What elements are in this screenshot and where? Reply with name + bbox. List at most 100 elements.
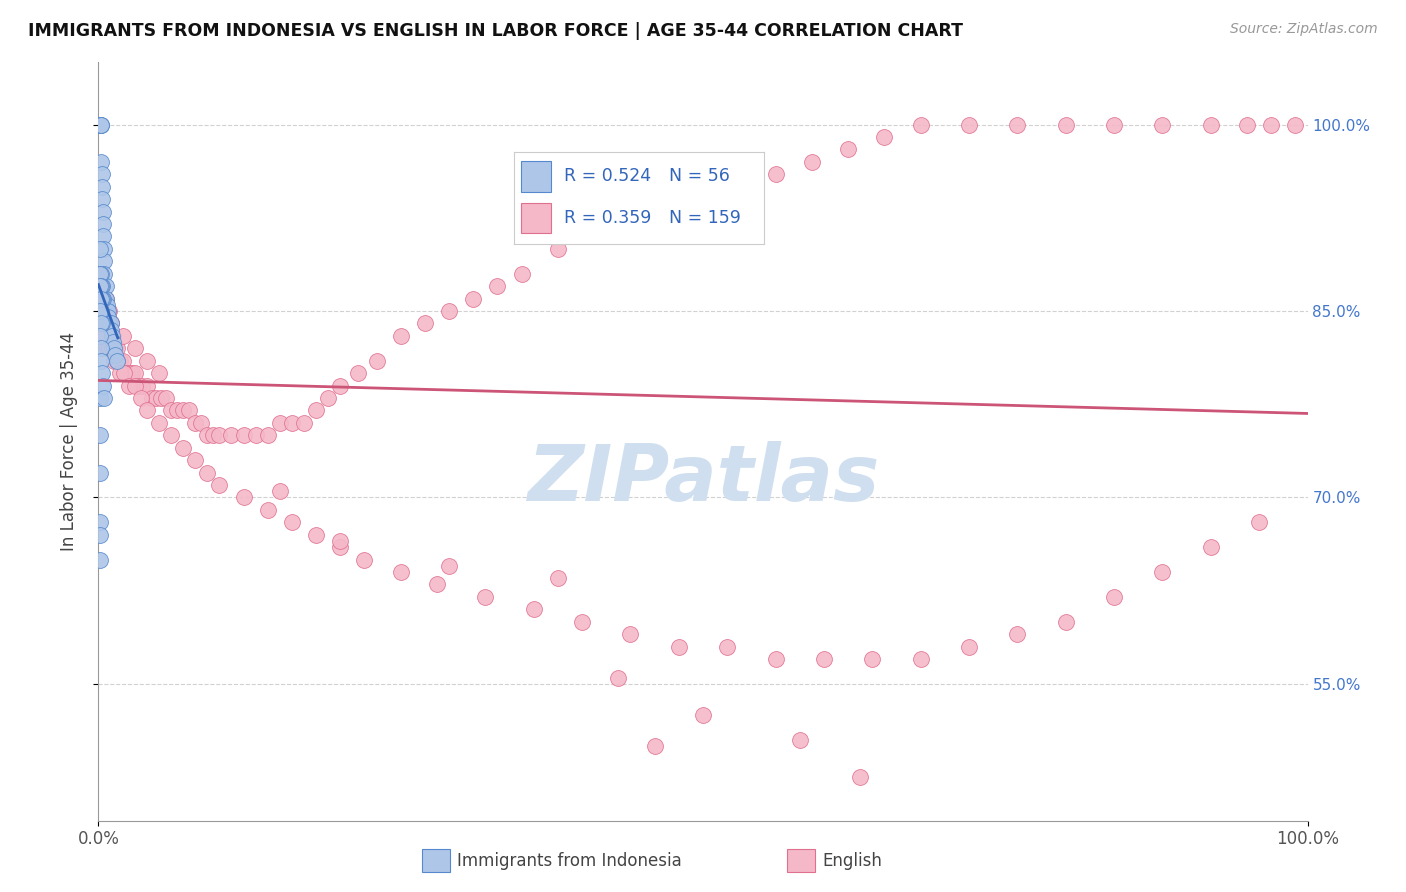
Point bbox=[118, 378, 141, 392]
Point bbox=[366, 353, 388, 368]
Point bbox=[668, 640, 690, 654]
Point bbox=[89, 118, 111, 132]
Point bbox=[155, 391, 177, 405]
Point bbox=[90, 353, 112, 368]
Point bbox=[523, 602, 546, 616]
Point bbox=[89, 267, 111, 281]
Point bbox=[124, 341, 146, 355]
Point bbox=[90, 279, 112, 293]
Point bbox=[91, 317, 114, 331]
Point bbox=[90, 304, 112, 318]
Point bbox=[105, 341, 128, 355]
Point bbox=[100, 317, 122, 331]
Point bbox=[97, 304, 120, 318]
Point bbox=[141, 391, 163, 405]
Point bbox=[90, 118, 112, 132]
Point bbox=[957, 118, 980, 132]
Point bbox=[97, 304, 120, 318]
Point bbox=[329, 540, 352, 554]
Point bbox=[89, 118, 111, 132]
Point bbox=[90, 317, 112, 331]
Point bbox=[96, 304, 118, 318]
Point bbox=[97, 310, 120, 325]
Point bbox=[89, 528, 111, 542]
Point bbox=[1260, 118, 1282, 132]
FancyBboxPatch shape bbox=[522, 202, 551, 234]
Point bbox=[135, 353, 157, 368]
Point bbox=[179, 403, 201, 417]
Point bbox=[619, 217, 641, 231]
Point bbox=[89, 466, 111, 480]
Point bbox=[910, 118, 932, 132]
Point bbox=[98, 304, 121, 318]
Point bbox=[124, 378, 146, 392]
Point bbox=[90, 317, 112, 331]
Point bbox=[91, 192, 114, 206]
Point bbox=[90, 267, 112, 281]
FancyBboxPatch shape bbox=[522, 161, 551, 192]
Point bbox=[232, 491, 254, 505]
Point bbox=[849, 770, 872, 784]
Point bbox=[94, 292, 117, 306]
Point bbox=[547, 242, 569, 256]
Point bbox=[91, 304, 114, 318]
Point bbox=[90, 304, 112, 318]
Point bbox=[100, 329, 122, 343]
Point bbox=[131, 378, 153, 392]
Point bbox=[305, 403, 328, 417]
Point bbox=[100, 341, 122, 355]
Point bbox=[89, 279, 111, 293]
Point bbox=[269, 416, 291, 430]
Point bbox=[112, 366, 135, 380]
Point bbox=[96, 317, 118, 331]
Point bbox=[692, 708, 714, 723]
Point bbox=[172, 441, 194, 455]
Point bbox=[108, 366, 131, 380]
Point bbox=[114, 366, 136, 380]
Point bbox=[93, 317, 115, 331]
Point bbox=[281, 516, 304, 530]
Point bbox=[98, 341, 121, 355]
Point bbox=[100, 329, 122, 343]
Point bbox=[90, 341, 112, 355]
Point bbox=[281, 416, 304, 430]
Point bbox=[90, 154, 112, 169]
Point bbox=[437, 304, 460, 318]
Point bbox=[1007, 118, 1029, 132]
Point bbox=[583, 229, 606, 244]
Point bbox=[91, 304, 114, 318]
Point bbox=[91, 329, 114, 343]
Point bbox=[91, 229, 114, 244]
Point bbox=[184, 416, 207, 430]
Point bbox=[1199, 118, 1222, 132]
Point bbox=[571, 615, 593, 629]
Point bbox=[957, 640, 980, 654]
Point bbox=[90, 118, 112, 132]
Point bbox=[105, 353, 128, 368]
Point bbox=[347, 366, 370, 380]
Point bbox=[107, 353, 129, 368]
Point bbox=[716, 640, 738, 654]
Point bbox=[389, 565, 412, 579]
Point bbox=[96, 304, 118, 318]
Point bbox=[91, 204, 114, 219]
Point bbox=[127, 378, 149, 392]
Point bbox=[103, 341, 125, 355]
Point bbox=[329, 533, 352, 548]
Point bbox=[1284, 118, 1306, 132]
Text: R = 0.359: R = 0.359 bbox=[564, 209, 651, 227]
Text: IMMIGRANTS FROM INDONESIA VS ENGLISH IN LABOR FORCE | AGE 35-44 CORRELATION CHAR: IMMIGRANTS FROM INDONESIA VS ENGLISH IN … bbox=[28, 22, 963, 40]
Point bbox=[100, 323, 122, 337]
Point bbox=[93, 391, 115, 405]
Point bbox=[91, 366, 114, 380]
Point bbox=[111, 353, 134, 368]
Point bbox=[94, 317, 117, 331]
Text: Immigrants from Indonesia: Immigrants from Indonesia bbox=[457, 852, 682, 870]
Point bbox=[474, 590, 496, 604]
Point bbox=[184, 453, 207, 467]
Point bbox=[148, 416, 170, 430]
Point bbox=[1236, 118, 1258, 132]
Point bbox=[90, 279, 112, 293]
Point bbox=[221, 428, 243, 442]
Point bbox=[105, 353, 128, 368]
